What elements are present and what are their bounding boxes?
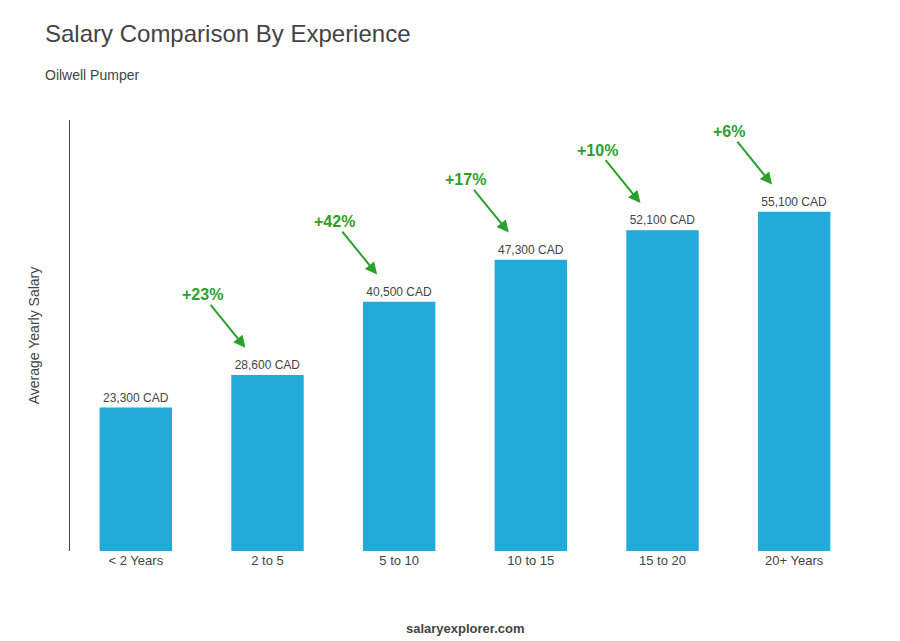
svg-text:2 to 5: 2 to 5	[251, 553, 284, 568]
svg-text:Oilwell Pumper: Oilwell Pumper	[45, 67, 139, 83]
svg-text:+17%: +17%	[445, 171, 486, 188]
svg-text:23,300 CAD: 23,300 CAD	[103, 391, 169, 405]
svg-text:+10%: +10%	[577, 142, 618, 159]
svg-text:Average Yearly Salary: Average Yearly Salary	[26, 267, 42, 405]
svg-text:< 2 Years: < 2 Years	[109, 553, 164, 568]
svg-text:47,300 CAD: 47,300 CAD	[498, 243, 564, 257]
svg-text:+6%: +6%	[713, 123, 745, 140]
svg-text:20+ Years: 20+ Years	[765, 553, 824, 568]
svg-text:Salary Comparison By Experienc: Salary Comparison By Experience	[45, 20, 411, 47]
svg-text:52,100 CAD: 52,100 CAD	[630, 213, 696, 227]
svg-text:salaryexplorer.com: salaryexplorer.com	[406, 621, 525, 636]
svg-text:+42%: +42%	[314, 213, 355, 230]
svg-text:15 to 20: 15 to 20	[639, 553, 686, 568]
svg-text:28,600 CAD: 28,600 CAD	[235, 358, 301, 372]
svg-text:+23%: +23%	[182, 286, 223, 303]
svg-text:5 to 10: 5 to 10	[379, 553, 419, 568]
svg-text:40,500 CAD: 40,500 CAD	[366, 285, 432, 299]
svg-text:55,100 CAD: 55,100 CAD	[761, 195, 827, 209]
svg-text:10 to 15: 10 to 15	[507, 553, 554, 568]
